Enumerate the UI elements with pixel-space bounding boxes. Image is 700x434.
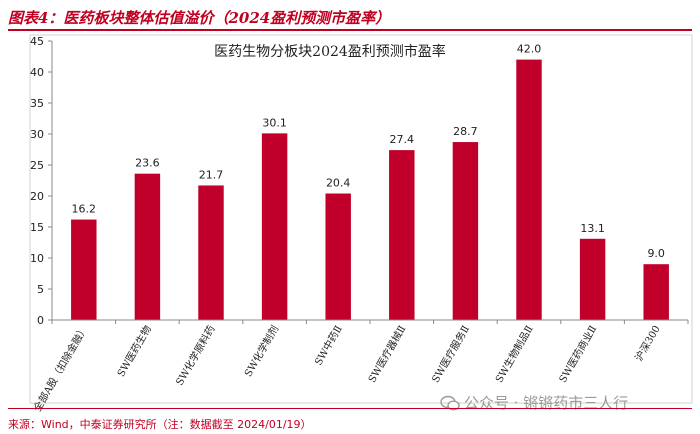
bar-value-label: 9.0	[647, 247, 665, 260]
plot-frame	[29, 34, 693, 404]
figure-header: 图表4：医药板块整体估值溢价（2024盈利预测市盈率）	[8, 4, 692, 31]
y-tick-label: 20	[30, 190, 44, 203]
y-tick-label: 45	[30, 35, 44, 48]
y-tick-label: 25	[30, 159, 44, 172]
y-tick-label: 30	[30, 128, 44, 141]
bar-value-label: 20.4	[326, 177, 351, 190]
x-category-label: SW中药Ⅱ	[312, 323, 345, 368]
bar	[452, 142, 479, 320]
wechat-icon	[440, 395, 460, 411]
y-tick-label: 40	[30, 66, 44, 79]
y-tick-label: 15	[30, 221, 44, 234]
header-rule	[8, 29, 692, 31]
figure-title: 图表4：医药板块整体估值溢价（2024盈利预测市盈率）	[8, 9, 391, 27]
bar-series: 16.2 23.6 21.7 30.1 20.4 27.4 28.7 42.0 13.1 9.0	[71, 43, 669, 320]
bar-value-label: 28.7	[453, 125, 478, 138]
y-tick-label: 5	[37, 283, 44, 296]
x-category-label: SW医疗器械Ⅱ	[365, 323, 408, 385]
bar	[71, 219, 97, 320]
bar	[389, 150, 415, 320]
bar	[579, 238, 606, 320]
bar	[516, 59, 542, 320]
watermark-text: 公众号 · 锵锵药市三人行	[464, 394, 629, 412]
bar	[325, 193, 351, 320]
x-category-label: SW医药商业Ⅱ	[556, 323, 599, 385]
bar-value-label: 16.2	[72, 203, 97, 216]
bar-value-label: 27.4	[390, 133, 415, 146]
y-tick-label: 10	[30, 252, 44, 265]
bar	[643, 264, 669, 320]
bar-value-label: 30.1	[262, 116, 287, 129]
x-category-label: SW化学原料药	[173, 323, 218, 388]
chart-title: 医药生物分板块2024盈利预测市盈率	[214, 43, 446, 60]
y-tick-label: 35	[30, 97, 44, 110]
bar-value-label: 13.1	[580, 222, 605, 235]
x-category-label: SW医药生物	[114, 323, 154, 379]
figure-footer: 来源：Wind，中泰证券研究所（注：数据截至 2024/01/19）	[8, 408, 692, 432]
y-axis: 0 5 10 15 20 25 30 35 40 45	[30, 35, 53, 327]
y-tick-label: 0	[37, 314, 44, 327]
source-note: 来源：Wind，中泰证券研究所（注：数据截至 2024/01/19）	[8, 418, 312, 431]
footer-rule	[8, 408, 692, 409]
x-category-label: SW医疗服务Ⅱ	[429, 323, 472, 385]
bar	[134, 173, 161, 320]
x-category-label: SW生物制品Ⅱ	[492, 323, 535, 385]
bar-value-label: 42.0	[517, 43, 542, 56]
bar	[198, 185, 224, 320]
x-category-label: 全部A股（扣除金融）	[31, 323, 91, 414]
bar-value-label: 23.6	[135, 157, 160, 170]
watermark: 公众号 · 锵锵药市三人行	[440, 392, 628, 413]
x-category-label: SW化学制剂	[241, 323, 281, 379]
bar-value-label: 21.7	[199, 168, 224, 181]
bar	[261, 133, 288, 320]
x-category-label: 沪深300	[632, 323, 663, 363]
